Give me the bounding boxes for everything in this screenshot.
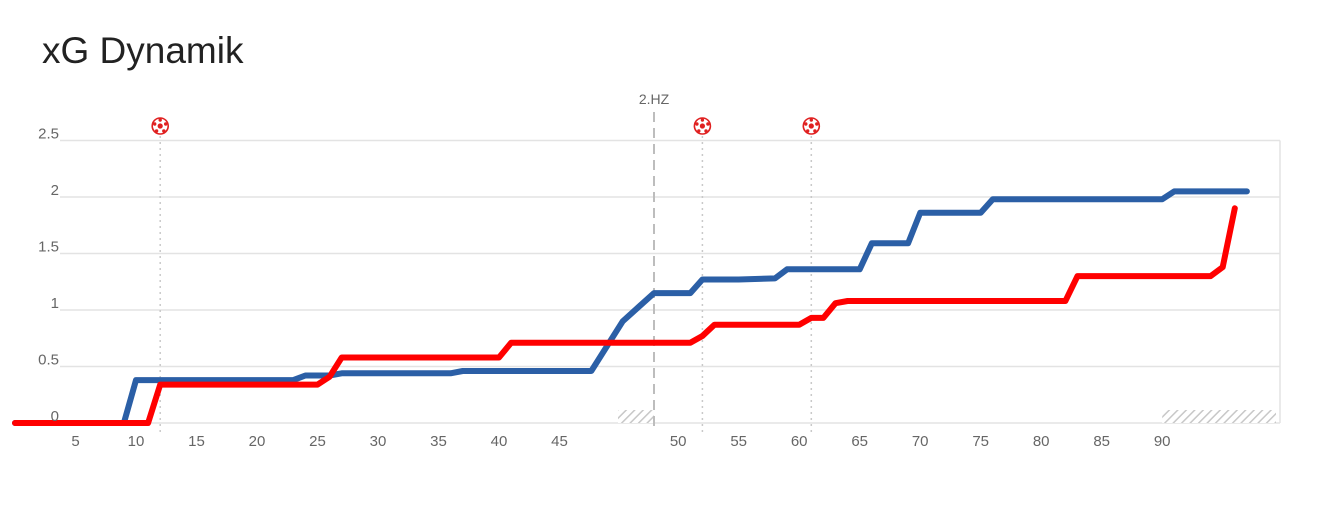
y-tick-label: 1.5	[38, 239, 59, 256]
y-tick-label: 2.5	[38, 126, 59, 143]
y-tick-label: 0.5	[38, 352, 59, 369]
ball-patch	[700, 118, 705, 122]
half-time-label: 2.HZ	[639, 91, 670, 107]
ball-patch	[154, 129, 159, 133]
ball-patch	[815, 122, 819, 126]
ball-patch	[158, 118, 162, 122]
x-tick-label: 90	[1154, 433, 1171, 450]
series-lines	[12, 188, 1250, 426]
ball-center-patch	[699, 123, 705, 129]
x-tick-label: 50	[670, 433, 687, 450]
ball-patch	[809, 118, 813, 122]
x-tick-label: 10	[128, 433, 145, 450]
ball-center-patch	[808, 123, 814, 129]
x-tick-label: 20	[249, 433, 266, 450]
series-line-2	[12, 205, 1238, 426]
axis-labels: 0 0.5 1 1.5 2 2.5 5 10 15 20 25 30 35 40 45 50 55 60 65 70 7…	[38, 126, 1170, 451]
x-tick-label: 60	[791, 433, 808, 450]
ball-patch	[813, 129, 817, 133]
x-tick-label: 65	[851, 433, 868, 450]
x-tick-label: 85	[1093, 433, 1110, 450]
x-tick-label: 5	[71, 433, 79, 450]
x-tick-label: 25	[309, 433, 326, 450]
x-tick-label: 70	[912, 433, 929, 450]
ball-patch	[164, 122, 168, 126]
y-tick-label: 2	[51, 182, 59, 199]
ball-patch	[704, 129, 708, 133]
ball-patch	[162, 129, 166, 133]
series-line-1	[12, 188, 1250, 426]
ball-center-patch	[157, 123, 163, 129]
chart-title: xG Dynamik	[42, 30, 244, 71]
x-tick-label: 55	[730, 433, 747, 450]
ball-patch	[153, 122, 157, 126]
x-tick-label: 80	[1033, 433, 1050, 450]
extra-time-areas	[618, 410, 1276, 423]
x-tick-label: 30	[370, 433, 387, 450]
grid-lines	[60, 139, 1281, 424]
x-tick-label: 15	[188, 433, 205, 450]
second-half-stoppage-area	[1162, 410, 1276, 423]
ball-patch	[806, 129, 810, 133]
x-tick-label: 75	[972, 433, 989, 450]
x-tick-label: 35	[430, 433, 447, 450]
ball-patch	[695, 122, 699, 126]
x-tick-label: 45	[551, 433, 568, 450]
ball-patch	[804, 122, 808, 126]
ball-patch	[706, 122, 710, 126]
soccer-ball-icon	[693, 117, 712, 135]
soccer-ball-icon	[802, 117, 821, 135]
first-half-stoppage-area	[618, 410, 654, 423]
x-tick-label: 40	[491, 433, 508, 450]
y-tick-label: 1	[51, 295, 59, 312]
ball-patch	[697, 129, 701, 133]
y-tick-label: 0	[51, 408, 59, 425]
soccer-ball-icon	[151, 117, 169, 135]
